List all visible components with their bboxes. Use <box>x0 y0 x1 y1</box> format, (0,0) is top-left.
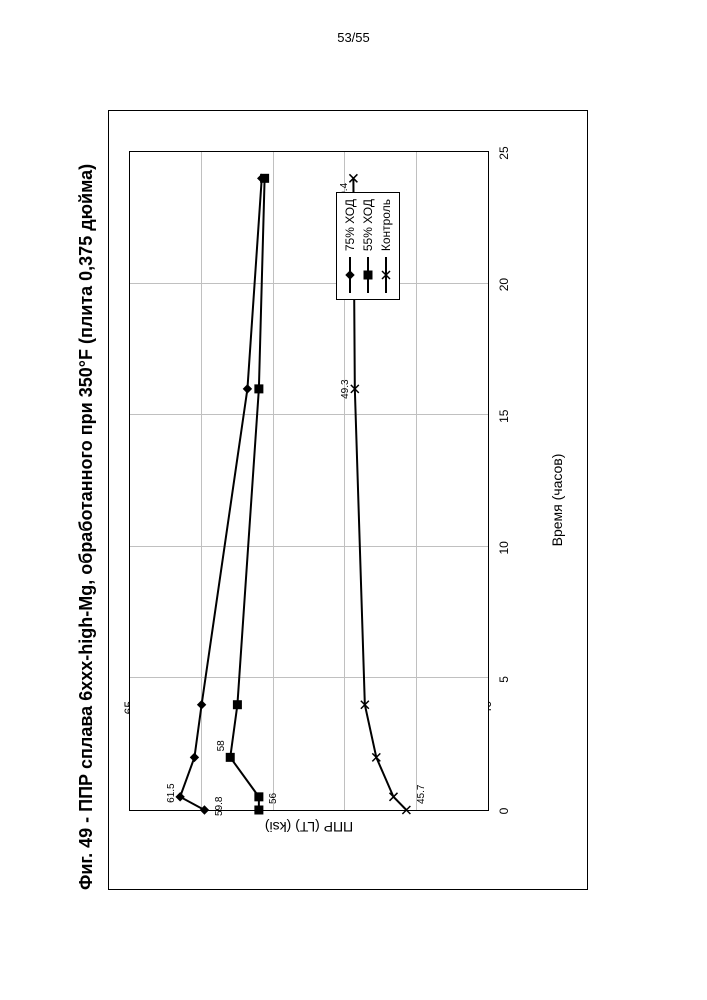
x-axis-label: Время (часов) <box>549 454 565 547</box>
series-marker <box>389 793 397 801</box>
series-marker <box>197 701 205 709</box>
legend-item: 55% ХОД <box>359 199 377 293</box>
figure-container: Фиг. 49 - ППР сплава 6xxx-high-Mg, обраб… <box>75 100 635 900</box>
series-line <box>180 178 262 810</box>
legend-label: 75% ХОД <box>343 199 357 251</box>
legend-box: 75% ХОД 55% ХОД Контроль <box>336 192 400 300</box>
point-label: 58 <box>216 740 227 751</box>
point-label: 59.8 <box>214 797 225 816</box>
series-marker <box>226 753 234 761</box>
series-marker <box>190 753 198 761</box>
page-number: 53/55 <box>0 30 707 45</box>
series-marker <box>254 806 262 814</box>
y-axis-label: ППР (LT) (ksi) <box>264 819 352 835</box>
x-tick-label: 15 <box>497 396 511 436</box>
point-label: 61.5 <box>166 783 177 802</box>
legend-marker-icon <box>343 257 357 293</box>
legend-marker-icon <box>379 257 393 293</box>
point-label: 56 <box>268 793 279 804</box>
legend-marker-icon <box>361 257 375 293</box>
x-tick-label: 25 <box>497 133 511 173</box>
x-tick-label: 10 <box>497 528 511 568</box>
point-label: 49.3 <box>340 379 351 398</box>
chart-outer-box: ППР (LT) (ksi) Время (часов) 40455055606… <box>108 110 588 890</box>
series-marker <box>260 174 268 182</box>
x-tick-label: 5 <box>497 659 511 699</box>
series-line <box>230 178 264 810</box>
series-marker <box>402 806 410 814</box>
legend-item: Контроль <box>377 199 395 293</box>
series-marker <box>233 701 241 709</box>
series-marker <box>200 806 208 814</box>
legend-label: 55% ХОД <box>361 199 375 251</box>
series-marker <box>176 793 184 801</box>
chart-title: Фиг. 49 - ППР сплава 6xxx-high-Mg, обраб… <box>75 100 98 890</box>
plot-area: 59.861.5565845.749.349.4 75% ХОД55% ХОДК… <box>129 151 489 811</box>
series-marker <box>254 793 262 801</box>
x-tick-label: 0 <box>497 791 511 831</box>
legend-label: Контроль <box>379 199 393 251</box>
point-label: 45.7 <box>416 785 427 804</box>
series-marker <box>254 385 262 393</box>
series-svg <box>130 152 488 810</box>
page-root: 53/55 Фиг. 49 - ППР сплава 6xxx-high-Mg,… <box>0 0 707 1000</box>
legend-item: 75% ХОД <box>341 199 359 293</box>
series-marker <box>243 385 251 393</box>
x-tick-label: 20 <box>497 265 511 305</box>
